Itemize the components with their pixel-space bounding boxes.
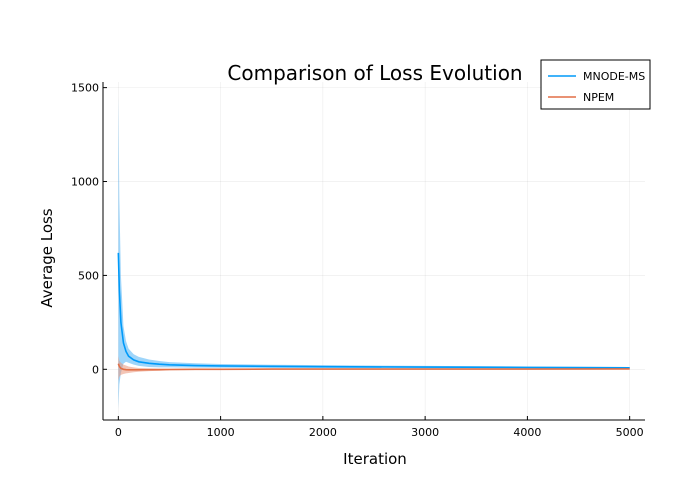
y-axis-label: Average Loss	[38, 208, 56, 307]
x-tick-label: 2000	[309, 426, 337, 439]
y-tick-label: 0	[92, 363, 99, 376]
series-line-1	[117, 363, 630, 371]
series-lines	[117, 252, 630, 371]
x-tick-label: 5000	[616, 426, 644, 439]
y-tick-label: 1000	[71, 176, 99, 189]
tick-labels: 0 1000 2000 3000 4000 5000 0 500 1000 1500	[71, 82, 644, 439]
legend-label-0: MNODE-MS	[583, 70, 645, 83]
series-line-0	[117, 252, 630, 369]
y-tick-label: 500	[78, 269, 99, 282]
x-tick-label: 0	[115, 426, 122, 439]
legend-label-1: NPEM	[583, 91, 614, 104]
legend-box	[540, 59, 651, 110]
x-tick-label: 4000	[513, 426, 541, 439]
x-axis-label: Iteration	[343, 450, 407, 468]
x-tick-label: 1000	[207, 426, 235, 439]
x-tick-label: 3000	[411, 426, 439, 439]
legend: MNODE-MS NPEM	[540, 59, 651, 110]
axes	[102, 82, 645, 421]
confidence-bands	[118, 97, 630, 409]
series-band-0	[118, 97, 630, 409]
y-tick-label: 1500	[71, 82, 99, 95]
chart-title: Comparison of Loss Evolution	[227, 61, 522, 85]
